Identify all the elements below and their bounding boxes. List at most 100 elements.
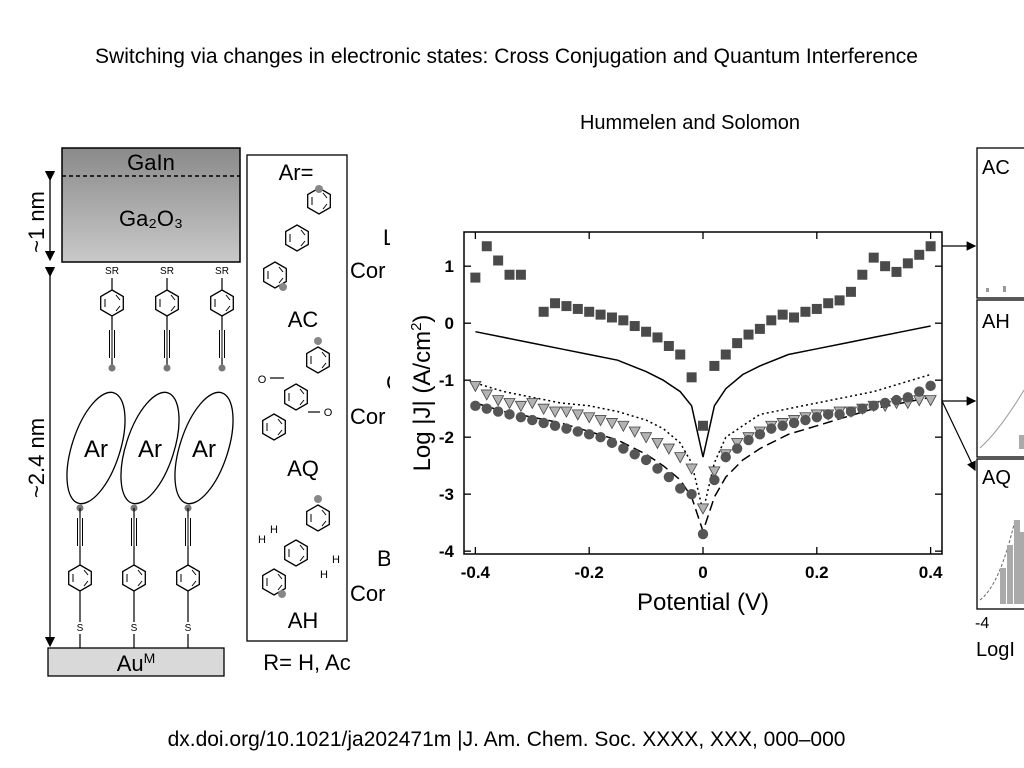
- data-point-triangle: [594, 415, 607, 427]
- data-point-square: [709, 360, 720, 371]
- hydrogen-label: H: [270, 524, 278, 536]
- data-point-circle: [731, 443, 743, 454]
- data-point-circle: [754, 429, 766, 440]
- x-axis-label: Potential (V): [637, 589, 769, 616]
- data-point-triangle: [605, 418, 619, 430]
- side-axis-label: LogI: [976, 639, 1015, 661]
- data-point-square: [481, 241, 492, 252]
- data-point-circle: [766, 423, 777, 434]
- ac-structure: [263, 185, 331, 291]
- data-point-triangle: [560, 406, 573, 418]
- y-tick-label: -1: [439, 371, 454, 390]
- anchor-bottom-label: S: [77, 623, 84, 634]
- data-point-circle: [515, 412, 527, 423]
- data-point-circle: [606, 437, 618, 449]
- data-point-circle: [788, 417, 800, 429]
- side-label-aq: AQ: [982, 467, 1011, 489]
- data-point-square: [663, 340, 674, 351]
- x-tick-label: 0.4: [919, 563, 943, 582]
- ar-legend-header: Ar=: [279, 160, 314, 185]
- data-point-triangle: [639, 432, 653, 444]
- data-point-square: [845, 286, 856, 297]
- x-tick-label: -0.2: [575, 563, 604, 582]
- data-point-square: [515, 269, 526, 280]
- cut-label: Cor: [350, 258, 385, 283]
- citation-footer: dx.doi.org/10.1021/ja202471m |J. Am. Che…: [167, 728, 846, 751]
- data-point-square: [914, 249, 925, 260]
- x-tick-label: -0.4: [461, 563, 491, 582]
- top-electrode: [61, 147, 241, 263]
- data-point-square: [857, 269, 868, 280]
- molecule-label-ac: AC: [288, 307, 319, 332]
- side-label-ac: AC: [982, 157, 1010, 179]
- data-point-circle: [618, 443, 629, 454]
- junction-schematic: GaIn Ga₂O₃ ~1 nm ~2.4 nm SR Ar S SR Ar S: [24, 147, 400, 677]
- data-point-circle: [709, 474, 720, 486]
- data-point-square: [538, 306, 549, 317]
- aq-structure: O O: [258, 337, 333, 441]
- data-point-triangle: [537, 403, 550, 416]
- molecule-label-aq: AQ: [287, 456, 319, 481]
- data-point-square: [811, 303, 822, 314]
- cut-label: Cor: [350, 581, 385, 606]
- data-point-triangle: [514, 400, 528, 413]
- data-point-square: [629, 321, 640, 332]
- data-point-square: [686, 372, 697, 383]
- data-point-circle: [595, 431, 606, 443]
- data-point-circle: [879, 397, 891, 409]
- data-point-triangle: [685, 463, 698, 475]
- data-point-square: [675, 349, 686, 360]
- side-axis-tick: -4: [975, 615, 989, 632]
- aromatic-unit-label: Ar: [84, 436, 108, 463]
- data-point-triangle: [696, 503, 710, 515]
- data-point-square: [595, 309, 606, 320]
- data-point-square: [641, 326, 652, 337]
- data-point-circle: [720, 451, 731, 463]
- bottom-electrode-label: AuM: [117, 650, 156, 676]
- data-point-triangle: [491, 395, 505, 407]
- data-point-triangle: [571, 409, 584, 421]
- data-point-square: [743, 329, 754, 340]
- data-point-triangle: [924, 395, 937, 407]
- data-point-circle: [777, 420, 788, 431]
- aromatic-unit-ellipse: [120, 391, 180, 505]
- data-point-square: [470, 272, 481, 283]
- data-point-triangle: [628, 426, 641, 438]
- y-tick-label: -4: [439, 542, 455, 561]
- data-point-square: [789, 312, 800, 323]
- data-point-square: [732, 338, 743, 349]
- data-point-circle: [743, 434, 754, 446]
- sam-thickness-label: ~2.4 nm: [24, 418, 49, 498]
- molecule-3: SR Ar S: [174, 266, 244, 648]
- anchor-bottom-label: S: [185, 623, 192, 634]
- aromatic-unit-label: Ar: [192, 436, 216, 463]
- data-point-triangle: [583, 412, 596, 424]
- molecule-label-ah: AH: [288, 608, 319, 633]
- data-point-triangle: [503, 398, 516, 410]
- data-point-circle: [914, 386, 925, 397]
- fit-curve-dotted: [475, 373, 931, 512]
- data-point-circle: [822, 409, 834, 420]
- anchor-top-label: SR: [105, 266, 119, 277]
- aromatic-unit-ellipse: [174, 391, 234, 505]
- data-point-circle: [845, 406, 857, 417]
- y-tick-label: 1: [445, 257, 454, 276]
- data-point-circle: [504, 409, 515, 420]
- anchor-top-label: SR: [160, 266, 174, 277]
- data-point-circle: [538, 417, 549, 429]
- molecule-1: SR Ar S: [66, 266, 126, 648]
- data-point-circle: [868, 400, 879, 412]
- bottom-electrode: [47, 647, 225, 677]
- cut-label: B: [377, 546, 392, 571]
- oxide-thickness-label: ~1 nm: [24, 191, 49, 253]
- data-point-circle: [470, 400, 481, 412]
- data-point-square: [561, 301, 572, 312]
- data-point-square: [925, 241, 936, 252]
- data-point-triangle: [651, 437, 664, 450]
- data-points: [469, 241, 937, 540]
- anchor-top-label: SR: [215, 266, 229, 277]
- data-point-circle: [857, 403, 868, 414]
- data-point-square: [584, 306, 595, 317]
- data-point-square: [504, 269, 515, 280]
